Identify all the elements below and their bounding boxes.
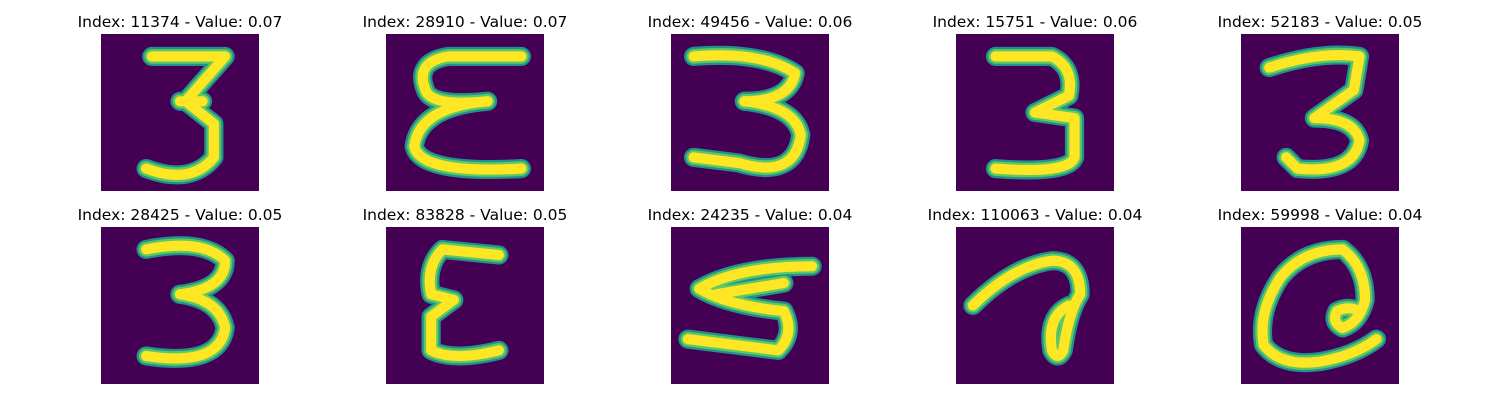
digit-image <box>386 34 544 191</box>
digit-svg <box>101 227 259 384</box>
digit-svg <box>956 227 1114 384</box>
index-label: Index: 83828 <box>362 206 465 224</box>
panel-1: Index: 11374 - Value: 0.07 <box>40 12 320 192</box>
digit-image <box>386 227 544 384</box>
panel-title: Index: 52183 - Value: 0.05 <box>1217 13 1423 31</box>
panel-10: Index: 59998 - Value: 0.04 <box>1180 205 1460 385</box>
index-label: Index: 49456 <box>647 13 750 31</box>
index-label: Index: 11374 <box>77 13 180 31</box>
value-label: Value: 0.05 <box>195 206 283 224</box>
panel-title: Index: 15751 - Value: 0.06 <box>932 13 1138 31</box>
panel-title: Index: 28910 - Value: 0.07 <box>362 13 568 31</box>
index-label: Index: 24235 <box>647 206 750 224</box>
value-label: Value: 0.04 <box>765 206 853 224</box>
digit-svg <box>101 34 259 191</box>
value-label: Value: 0.05 <box>480 206 568 224</box>
index-label: Index: 28425 <box>77 206 180 224</box>
index-label: Index: 28910 <box>362 13 465 31</box>
index-label: Index: 59998 <box>1217 206 1320 224</box>
panel-title: Index: 28425 - Value: 0.05 <box>77 206 283 224</box>
panel-8: Index: 24235 - Value: 0.04 <box>610 205 890 385</box>
panel-title: Index: 24235 - Value: 0.04 <box>647 206 853 224</box>
digit-svg <box>1241 34 1399 191</box>
panel-3: Index: 49456 - Value: 0.06 <box>610 12 890 192</box>
digit-image <box>1241 34 1399 191</box>
index-label: Index: 15751 <box>932 13 1035 31</box>
panel-2: Index: 28910 - Value: 0.07 <box>325 12 605 192</box>
digit-svg <box>671 227 829 384</box>
digit-image <box>101 34 259 191</box>
value-label: Value: 0.04 <box>1055 206 1143 224</box>
panel-5: Index: 52183 - Value: 0.05 <box>1180 12 1460 192</box>
panel-4: Index: 15751 - Value: 0.06 <box>895 12 1175 192</box>
digit-svg <box>386 227 544 384</box>
panel-title: Index: 59998 - Value: 0.04 <box>1217 206 1423 224</box>
value-label: Value: 0.06 <box>1050 13 1138 31</box>
digit-image <box>671 34 829 191</box>
digit-svg <box>1241 227 1399 384</box>
panel-title: Index: 11374 - Value: 0.07 <box>77 13 283 31</box>
value-label: Value: 0.04 <box>1335 206 1423 224</box>
digit-svg <box>386 34 544 191</box>
panel-title: Index: 49456 - Value: 0.06 <box>647 13 853 31</box>
panel-6: Index: 28425 - Value: 0.05 <box>40 205 320 385</box>
panel-title: Index: 83828 - Value: 0.05 <box>362 206 568 224</box>
index-label: Index: 110063 <box>927 206 1040 224</box>
digit-image <box>956 34 1114 191</box>
panel-title: Index: 110063 - Value: 0.04 <box>927 206 1143 224</box>
digit-image <box>671 227 829 384</box>
digit-image <box>101 227 259 384</box>
digit-image <box>1241 227 1399 384</box>
value-label: Value: 0.05 <box>1335 13 1423 31</box>
value-label: Value: 0.07 <box>480 13 568 31</box>
panel-9: Index: 110063 - Value: 0.04 <box>895 205 1175 385</box>
value-label: Value: 0.06 <box>765 13 853 31</box>
digit-image <box>956 227 1114 384</box>
digit-svg <box>671 34 829 191</box>
digit-svg <box>956 34 1114 191</box>
index-label: Index: 52183 <box>1217 13 1320 31</box>
panel-7: Index: 83828 - Value: 0.05 <box>325 205 605 385</box>
value-label: Value: 0.07 <box>195 13 283 31</box>
